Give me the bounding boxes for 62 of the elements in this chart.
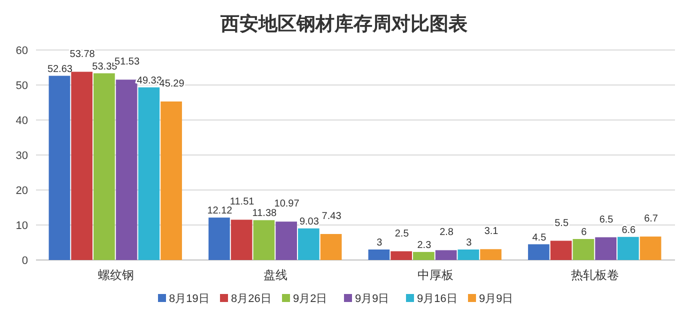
- data-label: 53.78: [70, 48, 96, 60]
- y-tick-label: 30: [16, 150, 28, 162]
- bar: [94, 73, 115, 260]
- data-label: 6.5: [599, 214, 614, 226]
- x-tick-label: 螺纹钢: [98, 268, 134, 282]
- data-label: 10.97: [274, 198, 300, 210]
- data-label: 9.03: [299, 216, 320, 228]
- bar: [617, 236, 639, 260]
- bar: [320, 234, 342, 260]
- data-label: 11.51: [230, 196, 255, 208]
- bar: [572, 239, 594, 260]
- data-label: 5.5: [554, 218, 569, 229]
- bar: [208, 218, 230, 260]
- y-tick-label: 20: [16, 185, 28, 197]
- y-tick-label: 50: [16, 80, 28, 92]
- bar: [435, 250, 457, 260]
- bar: [230, 220, 252, 260]
- legend-label: 9月16日: [417, 293, 458, 305]
- data-label: 6.7: [644, 214, 658, 225]
- data-label: 3.1: [484, 226, 499, 238]
- bar: [276, 222, 297, 260]
- data-label: 3: [466, 238, 472, 248]
- data-label: 12.12: [207, 206, 233, 217]
- bar: [390, 251, 412, 260]
- y-tick-label: 60: [16, 45, 28, 57]
- bar: [253, 220, 275, 260]
- bar: [71, 72, 93, 260]
- data-label: 4.5: [532, 232, 547, 244]
- bar: [298, 228, 320, 260]
- data-label: 3: [376, 238, 383, 248]
- bar: [595, 237, 616, 260]
- data-label: 52.63: [47, 64, 73, 75]
- x-tick-label: 盘线: [264, 268, 288, 282]
- x-tick-label: 热轧板卷: [571, 268, 620, 282]
- x-tick-label: 中厚板: [417, 268, 454, 282]
- legend-label: 8月26日: [231, 293, 272, 305]
- y-tick-label: 40: [16, 115, 28, 127]
- y-tick-label: 10: [16, 220, 28, 232]
- data-label: 2.8: [440, 227, 454, 238]
- legend-label: 9月9日: [479, 293, 514, 305]
- data-label: 2.5: [394, 228, 410, 240]
- bar: [160, 101, 182, 260]
- data-label: 6.6: [622, 224, 636, 236]
- data-label: 11.38: [252, 208, 278, 220]
- data-label: 7.43: [322, 210, 342, 222]
- bar: [413, 252, 434, 260]
- bar: [458, 250, 480, 260]
- bar: [116, 80, 138, 260]
- chart-title: 西安地区钢材库存周对比图表: [220, 13, 468, 35]
- bar: [550, 240, 572, 260]
- legend-label: 9月2日: [293, 293, 328, 305]
- bar: [138, 87, 160, 260]
- legend-label: 9月9日: [355, 293, 390, 305]
- y-tick-label: 0: [22, 255, 28, 267]
- bar: [528, 244, 550, 260]
- data-label: 2.3: [417, 240, 432, 251]
- data-label: 6: [581, 227, 588, 238]
- bar: [48, 76, 70, 260]
- bar: [368, 250, 390, 260]
- bar: [480, 249, 502, 260]
- legend-label: 8月19日: [169, 293, 210, 305]
- bar: [640, 236, 662, 260]
